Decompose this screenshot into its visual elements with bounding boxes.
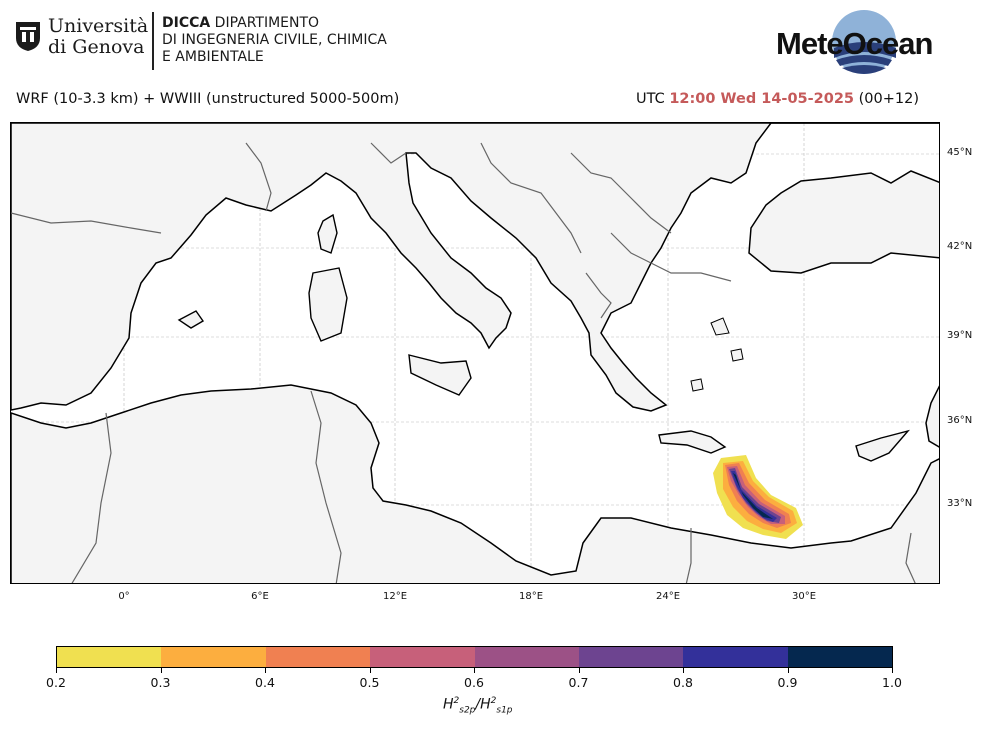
colorbar-tick-label: 0.9 xyxy=(777,675,798,690)
colorbar-tick xyxy=(892,668,893,673)
crete xyxy=(658,430,727,454)
lat-label: 33°N xyxy=(947,498,973,509)
iberia-france-italy-land xyxy=(11,123,939,412)
colorbar-tick xyxy=(369,668,371,673)
meteocean-globe-icon xyxy=(832,10,896,74)
colorbar-tick xyxy=(683,668,684,673)
aegean-islands xyxy=(690,317,744,392)
colorbar-segment xyxy=(265,647,371,667)
meteocean-logo: MeteOcean xyxy=(776,8,941,76)
colorbar-tick-label: 0.2 xyxy=(46,675,66,690)
lon-label: 24°E xyxy=(655,591,681,602)
lon-label: 18°E xyxy=(518,591,544,602)
colorbar-segment xyxy=(578,647,684,667)
colorbar-tick-label: 1.0 xyxy=(882,675,902,690)
model-title: WRF (10-3.3 km) + WWIII (unstructured 50… xyxy=(16,91,400,107)
wave-ratio-plume xyxy=(713,455,803,539)
brand-name: MeteOcean xyxy=(776,26,933,61)
lat-label: 39°N xyxy=(947,330,973,341)
sardinia xyxy=(308,267,348,342)
borders xyxy=(11,142,916,583)
colorbar-tick-label: 0.3 xyxy=(150,675,171,690)
colorbar-tick-label: 0.8 xyxy=(673,675,693,690)
lon-label: 12°E xyxy=(382,591,408,602)
lon-label: 30°E xyxy=(791,591,817,602)
colorbar-segment xyxy=(57,647,162,667)
sicily xyxy=(408,354,472,396)
map-canvas xyxy=(11,123,939,583)
lat-label: 45°N xyxy=(947,147,973,158)
unige-seal-icon xyxy=(16,22,40,51)
valid-time: UTC 12:00 Wed 14-05-2025 (00+12) xyxy=(635,91,919,107)
colorbar-segment xyxy=(161,647,266,667)
colorbar-tick-label: 0.5 xyxy=(359,675,380,690)
europe-land xyxy=(11,123,939,274)
colorbar-tick xyxy=(787,668,789,673)
department-name: DICCA DIPARTIMENTO DI INGEGNERIA CIVILE,… xyxy=(162,15,387,65)
colorbar-tick xyxy=(474,668,475,673)
lat-label: 36°N xyxy=(947,415,973,426)
colorbar-tick xyxy=(578,668,580,673)
valid-time-value: 12:00 Wed 14-05-2025 xyxy=(669,91,855,107)
lon-label: 6°E xyxy=(251,591,269,602)
university-name: Università di Genova xyxy=(48,15,149,58)
colorbar-tick xyxy=(160,668,162,673)
header-divider xyxy=(152,12,154,70)
colorbar xyxy=(56,646,893,668)
colorbar-tick xyxy=(56,668,57,673)
levant-land xyxy=(925,385,939,448)
colorbar-segment xyxy=(474,647,579,667)
corsica xyxy=(317,213,338,254)
cyprus xyxy=(855,429,910,462)
colorbar-tick-label: 0.7 xyxy=(568,675,589,690)
colorbar-tick-label: 0.4 xyxy=(255,675,275,690)
map-panel xyxy=(10,122,940,584)
africa-land xyxy=(11,384,939,583)
colorbar-tick-label: 0.6 xyxy=(464,675,484,690)
unige-logo: Università di Genova xyxy=(14,12,154,62)
colorbar-segment xyxy=(787,647,892,667)
lon-label: 0° xyxy=(118,591,130,602)
colorbar-segment xyxy=(683,647,788,667)
colorbar-tick xyxy=(265,668,266,673)
lat-label: 42°N xyxy=(947,241,973,252)
colorbar-segment xyxy=(370,647,475,667)
balearic xyxy=(177,310,205,329)
colorbar-label: H2s2p/H2s1p xyxy=(443,696,513,716)
